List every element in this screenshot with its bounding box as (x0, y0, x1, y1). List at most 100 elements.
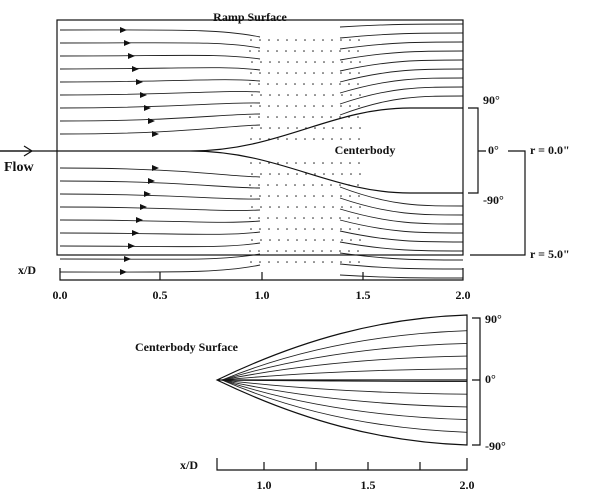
x-axis (59, 268, 464, 281)
streamline (304, 261, 306, 263)
streamline (286, 138, 288, 140)
streamline (259, 261, 261, 263)
streamline (339, 77, 464, 94)
streamline (221, 379, 468, 395)
axis-label: x/D (180, 458, 198, 472)
flow-arrow (0, 145, 34, 157)
streamline (286, 261, 288, 263)
streamline (303, 184, 305, 186)
streamline (296, 173, 298, 175)
streamline (286, 39, 288, 41)
streamline (221, 355, 468, 381)
angle-label: -90° (485, 439, 506, 453)
streamline (250, 138, 252, 140)
streamline (59, 102, 261, 109)
streamline (296, 206, 298, 208)
streamlines (59, 23, 468, 433)
streamline (259, 105, 261, 107)
streamline (221, 379, 468, 433)
streamline (59, 231, 261, 235)
streamline (322, 162, 324, 164)
streamline (340, 195, 342, 197)
streamline (359, 94, 361, 96)
streamline (268, 72, 270, 74)
streamline (276, 184, 278, 186)
streamline (268, 105, 270, 107)
streamline (313, 195, 315, 197)
streamline (267, 116, 269, 118)
streamline (339, 219, 464, 234)
streamline (358, 228, 360, 230)
streamline (295, 261, 297, 263)
streamline (332, 173, 334, 175)
streamline (357, 50, 359, 52)
streamline (313, 228, 315, 230)
streamline (340, 261, 342, 263)
streamline (278, 206, 280, 208)
streamline (258, 50, 260, 52)
streamline (339, 50, 341, 52)
streamline (330, 50, 332, 52)
streamline (59, 219, 261, 223)
streamline (339, 83, 341, 85)
streamline (350, 94, 352, 96)
streamline (340, 105, 342, 107)
streamline (144, 105, 151, 111)
streamline (267, 217, 269, 219)
streamline (294, 50, 296, 52)
streamline (350, 127, 352, 129)
streamline (277, 228, 279, 230)
streamline (359, 127, 361, 129)
streamline (339, 241, 464, 252)
streamline (303, 250, 305, 252)
streamline (330, 184, 332, 186)
streamline (339, 50, 464, 61)
streamline (323, 61, 325, 63)
streamline (221, 368, 468, 381)
streamline (249, 116, 251, 118)
streamline (340, 162, 342, 164)
streamline (305, 173, 307, 175)
streamline (348, 83, 350, 85)
streamline (269, 239, 271, 241)
streamline (321, 184, 323, 186)
streamline (357, 116, 359, 118)
streamline (260, 127, 262, 129)
streamline (286, 195, 288, 197)
streamline (358, 138, 360, 140)
streamline (59, 42, 261, 49)
streamline (296, 61, 298, 63)
streamline (260, 61, 262, 63)
streamline (59, 242, 261, 248)
streamline (350, 61, 352, 63)
streamline (59, 193, 261, 200)
streamline (59, 124, 261, 135)
streamline (323, 127, 325, 129)
streamline (303, 50, 305, 52)
streamline (295, 105, 297, 107)
streamline (295, 162, 297, 164)
streamline (331, 195, 333, 197)
streamline (221, 379, 468, 408)
ramp-frame (56, 19, 464, 256)
streamline (313, 261, 315, 263)
streamline (349, 72, 351, 74)
streamline (285, 184, 287, 186)
streamline (321, 116, 323, 118)
streamline (322, 105, 324, 107)
streamline (341, 173, 343, 175)
streamline (321, 50, 323, 52)
streamline (358, 195, 360, 197)
streamline (312, 116, 314, 118)
streamline (348, 217, 350, 219)
streamline (132, 66, 139, 72)
streamline (313, 105, 315, 107)
streamline (268, 39, 270, 41)
streamline (287, 173, 289, 175)
streamline (359, 173, 361, 175)
streamline (294, 116, 296, 118)
streamline (339, 95, 464, 116)
streamline (359, 61, 361, 63)
streamline (59, 113, 261, 122)
streamline (276, 217, 278, 219)
